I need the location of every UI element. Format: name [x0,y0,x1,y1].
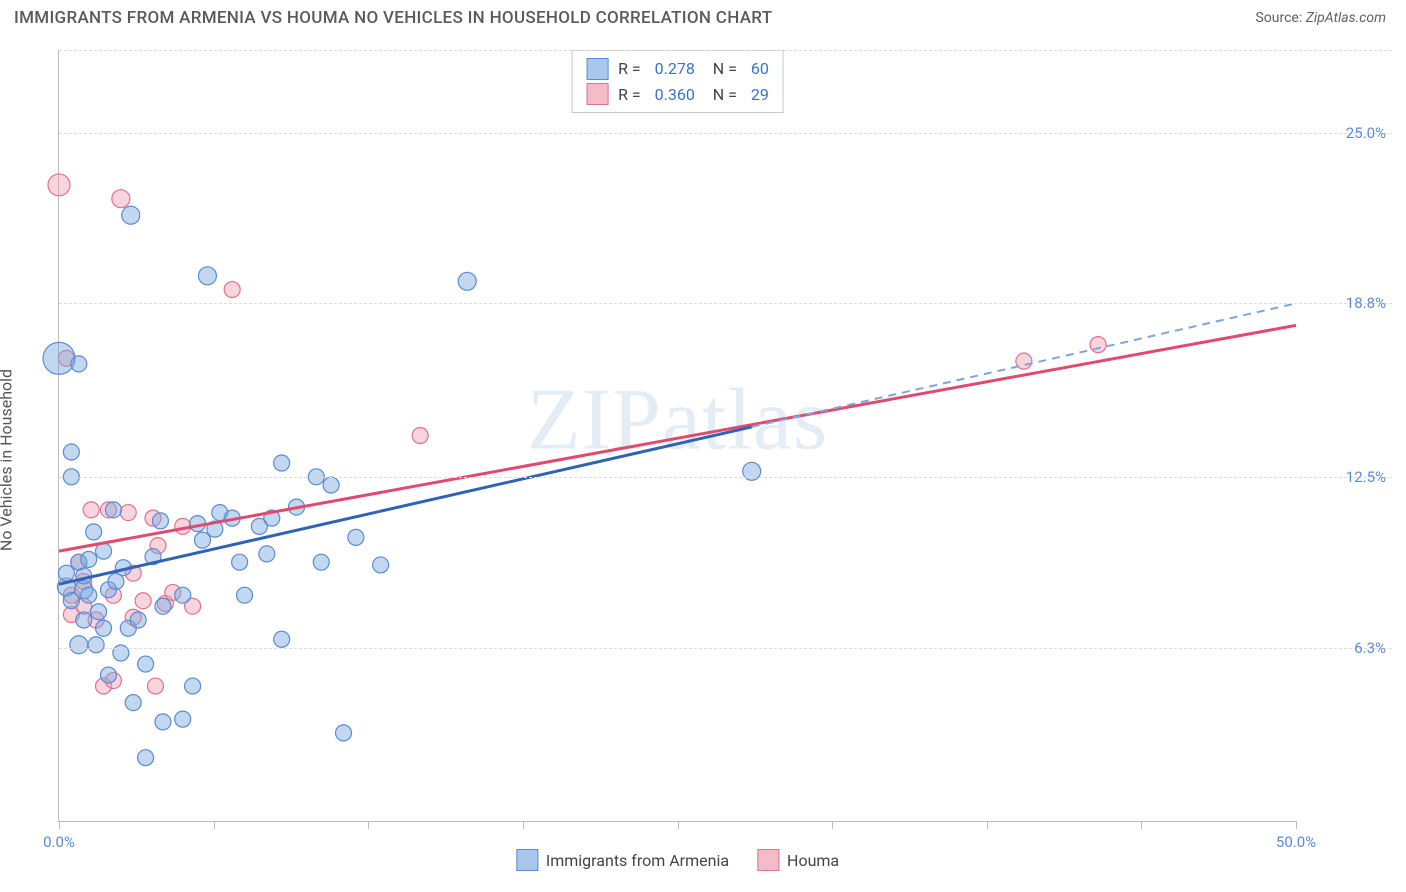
data-point [83,502,99,518]
grid-line [59,477,1392,478]
data-point [135,593,151,609]
legend-r-label: R = [618,56,645,82]
legend-n-label: N = [705,56,741,82]
data-point [412,428,428,444]
y-tick-label: 25.0% [1306,124,1386,142]
data-point [147,678,163,694]
y-tick-label: 12.5% [1306,468,1386,486]
trend-line [59,325,1296,551]
data-point [198,267,216,285]
data-point [348,529,364,545]
x-tick [59,821,60,829]
data-point [43,342,75,374]
x-tick [214,821,215,829]
chart-area: No Vehicles in Household ZIPatlas R = 0.… [14,42,1392,878]
legend-swatch [586,58,608,80]
data-point [91,604,107,620]
data-point [313,554,329,570]
x-tick [678,821,679,829]
legend-series: Immigrants from Armenia Houma [516,849,839,871]
chart-header: IMMIGRANTS FROM ARMENIA VS HOUMA NO VEHI… [0,0,1406,32]
legend-n-value: 60 [751,56,769,82]
data-point [48,174,70,196]
legend-row: R = 0.278 N = 60 [586,56,769,82]
data-point [71,356,87,372]
data-point [237,587,253,603]
grid-line [59,303,1392,304]
legend-row: R = 0.360 N = 29 [586,82,769,108]
chart-title: IMMIGRANTS FROM ARMENIA VS HOUMA NO VEHI… [14,8,772,28]
data-point [175,711,191,727]
trend-line [59,427,752,584]
data-point [138,750,154,766]
data-point [224,282,240,298]
y-tick-label: 6.3% [1306,639,1386,657]
x-tick [1141,821,1142,829]
legend-label: Houma [787,851,839,870]
legend-r-value: 0.360 [655,82,695,108]
data-point [152,513,168,529]
legend-r-value: 0.278 [655,56,695,82]
x-tick-label: 50.0% [1276,833,1316,851]
legend-r-label: R = [618,82,645,108]
data-point [155,598,171,614]
data-point [336,725,352,741]
data-point [88,637,104,653]
data-point [373,557,389,573]
data-point [232,554,248,570]
legend-item: Houma [757,849,839,871]
legend-item: Immigrants from Armenia [516,849,729,871]
data-point [58,565,74,581]
data-point [185,678,201,694]
legend-swatch [586,83,608,105]
x-tick [832,821,833,829]
plot-region: ZIPatlas R = 0.278 N = 60R = 0.360 N = 2… [58,50,1296,822]
grid-line [59,648,1392,649]
data-point [130,612,146,628]
data-point [458,272,476,290]
plot-svg [59,50,1296,821]
data-point [122,206,140,224]
data-point [105,502,121,518]
data-point [100,667,116,683]
data-point [70,636,88,654]
data-point [96,620,112,636]
data-point [63,444,79,460]
legend-n-label: N = [705,82,741,108]
data-point [274,455,290,471]
data-point [86,524,102,540]
data-point [81,587,97,603]
x-tick-label: 0.0% [43,833,75,851]
data-point [120,505,136,521]
data-point [1090,337,1106,353]
data-point [138,656,154,672]
source-name: ZipAtlas.com [1306,10,1386,26]
y-axis-label: No Vehicles in Household [0,369,16,551]
data-point [125,695,141,711]
legend-swatch [757,849,779,871]
legend-swatch [516,849,538,871]
grid-line [59,133,1392,134]
data-point [259,546,275,562]
y-tick-label: 18.8% [1306,294,1386,312]
data-point [274,631,290,647]
legend-label: Immigrants from Armenia [546,851,729,870]
x-tick [1296,821,1297,829]
x-tick [987,821,988,829]
source-credit: Source: ZipAtlas.com [1255,10,1386,26]
data-point [112,190,130,208]
data-point [194,532,210,548]
grid-line [59,50,1392,51]
data-point [76,612,92,628]
data-point [175,587,191,603]
data-point [81,551,97,567]
legend-n-value: 29 [751,82,769,108]
source-prefix: Source: [1255,10,1302,26]
data-point [155,714,171,730]
legend-correlation: R = 0.278 N = 60R = 0.360 N = 29 [571,50,784,113]
x-tick [368,821,369,829]
data-point [323,477,339,493]
x-tick [523,821,524,829]
